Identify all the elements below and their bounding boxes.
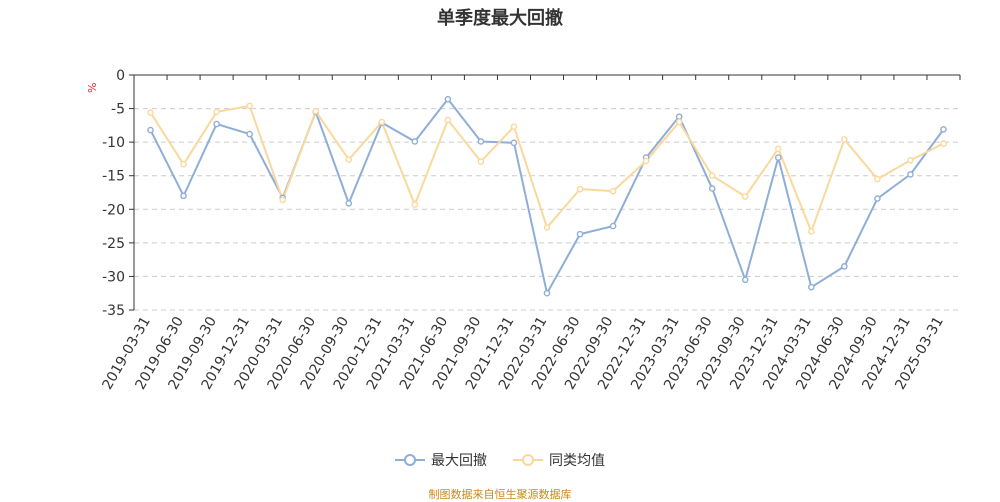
y-tick-label-1: -5: [111, 102, 125, 118]
series-0-point-10: [477, 138, 485, 145]
series-1-point-21: [841, 136, 848, 143]
series-0-point-23: [907, 171, 914, 178]
series-1-point-14: [609, 187, 617, 195]
series-1-point-9: [444, 116, 452, 124]
series-0-point-13: [576, 230, 584, 238]
series-1-point-0: [147, 109, 154, 116]
series-1-point-8: [411, 201, 419, 208]
series-1-point-18: [741, 193, 749, 200]
series-1-point-10: [477, 158, 485, 165]
series-1-point-4: [279, 196, 286, 204]
series-0-point-24: [940, 126, 947, 133]
series-1-point-13: [576, 185, 584, 193]
series-0-point-17: [708, 185, 716, 192]
legend-marker-series-0: [395, 454, 425, 466]
series-1-point-12: [543, 224, 551, 231]
series-0-point-11: [510, 139, 518, 147]
series-1-point-3: [246, 102, 253, 110]
series-0-point-19: [774, 154, 782, 161]
series-0-point-16: [675, 113, 683, 120]
legend-item-series-1[interactable]: 同类均值: [513, 450, 605, 470]
series-0-point-21: [841, 263, 848, 270]
y-tick-label-7: -35: [102, 303, 125, 319]
series-1-point-19: [774, 145, 782, 153]
series-1-point-24: [940, 140, 947, 147]
y-tick-label-4: -20: [102, 202, 125, 218]
series-0-point-18: [741, 276, 749, 284]
chart-title: 单季度最大回撤: [437, 8, 563, 29]
series-0-point-8: [411, 138, 419, 145]
series-1-point-2: [213, 108, 220, 116]
y-tick-label-6: -30: [102, 269, 125, 285]
legend-label-series-0: 最大回撤: [431, 453, 487, 469]
series-1-point-23: [907, 156, 914, 164]
series-1-point-22: [874, 175, 881, 183]
series-0-point-12: [543, 289, 551, 297]
y-tick-label-0: 0: [116, 68, 125, 84]
series-1-point-11: [510, 123, 518, 130]
series-0-point-6: [345, 199, 353, 207]
series-0-point-2: [213, 120, 220, 128]
series-1-point-1: [180, 160, 187, 168]
series-1-point-15: [642, 157, 650, 165]
series-1-point-5: [312, 107, 320, 115]
y-tick-label-3: -15: [102, 169, 125, 185]
y-tick-label-5: -25: [102, 236, 125, 252]
series-line-1: [149, 104, 944, 233]
series-0-point-3: [246, 130, 253, 138]
data-source-note: 制图数据来自恒生聚源数据库: [428, 488, 572, 501]
series-1-point-7: [378, 118, 386, 126]
series-1-point-6: [345, 156, 353, 163]
y-tick-label-2: -10: [102, 135, 125, 151]
series-0-point-0: [147, 126, 154, 134]
legend-marker-series-1: [513, 454, 543, 466]
chart-legend: 最大回撤 同类均值: [0, 450, 1000, 470]
series-0-point-9: [444, 95, 452, 103]
series-0-point-22: [874, 195, 881, 202]
series-0-point-14: [609, 222, 617, 230]
legend-item-series-0[interactable]: 最大回撤: [395, 450, 487, 470]
series-0-point-20: [808, 283, 815, 291]
series-0-point-1: [180, 192, 187, 200]
series-1-point-20: [808, 228, 815, 235]
legend-label-series-1: 同类均值: [549, 453, 605, 469]
series-1-point-16: [675, 118, 683, 126]
series-1-point-17: [708, 172, 716, 180]
